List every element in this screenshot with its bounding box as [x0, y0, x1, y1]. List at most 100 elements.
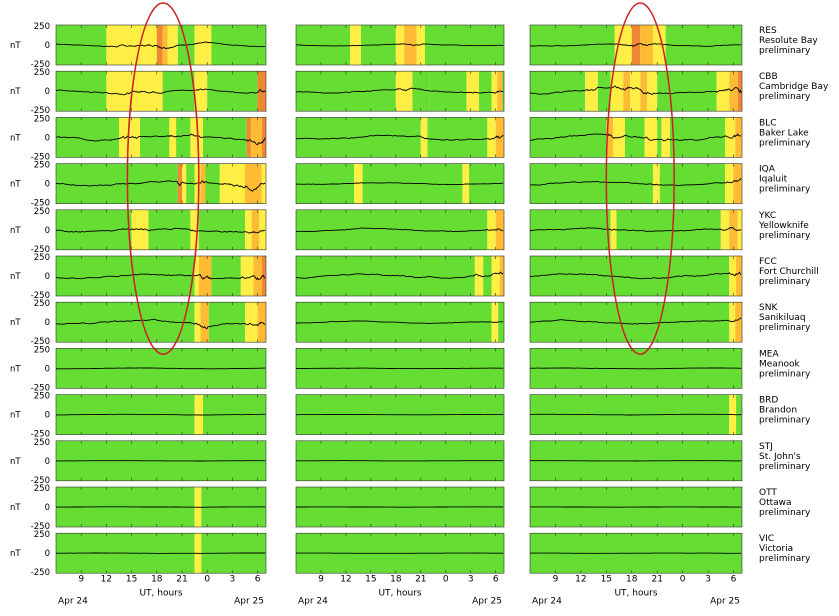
y-tick-bottom: -250 [31, 522, 50, 532]
station-status: preliminary [759, 462, 811, 472]
x-tick-label: 6 [493, 574, 499, 584]
panel-fcc-col2 [529, 255, 743, 297]
x-tick-label: 9 [78, 574, 84, 584]
y-tick-bottom: -250 [31, 245, 50, 255]
activity-band [427, 117, 488, 158]
y-tick-zero: 0 [45, 87, 50, 97]
magnetic-field-trace [56, 506, 266, 508]
activity-band [640, 25, 653, 65]
date-end-label: Apr 25 [234, 596, 264, 606]
activity-band [194, 25, 212, 65]
activity-band [198, 256, 212, 296]
station-status: preliminary [759, 185, 811, 195]
panel-iqa-col0 [55, 163, 267, 204]
station-name: Cambridge Bay [759, 82, 829, 92]
magnetic-field-trace [295, 227, 504, 233]
activity-band [200, 302, 209, 343]
y-tick-bottom: -250 [31, 383, 50, 393]
magnetic-field-trace [529, 85, 742, 96]
y-tick-bottom: -250 [31, 106, 50, 116]
panel-iqa-col2 [529, 163, 743, 204]
activity-band [495, 117, 504, 158]
y-tick-top: 250 [34, 530, 50, 540]
panel-frame [529, 117, 743, 158]
activity-band [585, 71, 598, 112]
activity-band [203, 117, 247, 158]
activity-band [530, 117, 607, 158]
magnetic-field-trace [295, 271, 504, 279]
y-tick-zero: 0 [45, 411, 50, 421]
panel-fcc-col0 [55, 255, 267, 297]
activity-band [610, 71, 624, 112]
x-tick-label: 0 [443, 574, 449, 584]
panel-vic-col0 [55, 532, 267, 574]
activity-band [530, 71, 586, 112]
activity-band [597, 71, 611, 112]
activity-band [261, 117, 266, 158]
panel-frame [529, 209, 743, 251]
magnetic-field-trace [529, 226, 742, 232]
panel-blc-col2 [529, 117, 743, 158]
panel-vic-col2 [529, 532, 743, 574]
panel-cbb-col2 [529, 70, 743, 112]
station-name: Brandon [759, 406, 797, 416]
station-code: OTT [759, 488, 777, 498]
magnetic-field-trace [529, 317, 742, 325]
magnetic-field-trace [295, 182, 504, 186]
magnetic-field-trace [56, 413, 266, 416]
y-axis-unit: nT [10, 457, 21, 467]
x-tick-label: 18 [390, 574, 402, 584]
station-code: VIC [759, 534, 774, 544]
station-status: preliminary [759, 231, 811, 241]
y-tick-top: 250 [34, 438, 50, 448]
activity-band [123, 25, 149, 65]
panel-ott-col2 [529, 486, 743, 528]
station-status: preliminary [759, 554, 811, 564]
y-tick-bottom: -250 [31, 337, 50, 347]
station-status: preliminary [759, 46, 811, 56]
activity-band [167, 25, 178, 65]
date-start-label: Apr 24 [532, 596, 562, 606]
panel-frame [529, 24, 743, 66]
station-status: preliminary [759, 277, 811, 287]
station-code: FCC [759, 257, 777, 267]
x-tick-label: 12 [575, 574, 586, 584]
date-end-label: Apr 25 [710, 596, 740, 606]
panel-stj-col2 [529, 440, 743, 482]
magnetic-field-trace [55, 180, 266, 192]
activity-band [716, 71, 730, 112]
activity-band [640, 71, 648, 112]
panel-res-col2 [529, 24, 743, 66]
panel-frame [295, 70, 505, 112]
y-tick-top: 250 [34, 68, 50, 78]
panel-frame [295, 209, 505, 251]
panel-mea-col1 [295, 348, 505, 389]
magnetic-field-trace [295, 134, 504, 141]
panel-blc-col1 [295, 117, 505, 158]
station-status: preliminary [759, 508, 811, 518]
activity-band [296, 209, 488, 250]
activity-band [491, 71, 498, 112]
panel-frame [529, 163, 743, 204]
station-code: IQA [759, 165, 776, 175]
panel-ykc-col2 [529, 209, 743, 251]
y-tick-bottom: -250 [31, 476, 50, 486]
activity-band [735, 302, 742, 343]
panel-iqa-col1 [295, 163, 505, 204]
station-name: Meanook [759, 359, 801, 369]
activity-band [729, 256, 737, 296]
y-tick-bottom: -250 [31, 152, 50, 162]
activity-band [623, 71, 631, 112]
panel-ykc-col1 [295, 209, 505, 251]
activity-band [487, 117, 496, 158]
station-code: SNK [759, 303, 778, 313]
y-tick-bottom: -250 [31, 568, 50, 578]
x-axis-label: UT, hours [378, 588, 421, 598]
y-tick-zero: 0 [45, 549, 50, 559]
activity-band [162, 25, 168, 65]
activity-band [354, 163, 363, 204]
activity-band [190, 117, 203, 158]
activity-band [177, 163, 182, 204]
y-tick-top: 250 [34, 299, 50, 309]
y-tick-zero: 0 [45, 503, 50, 513]
